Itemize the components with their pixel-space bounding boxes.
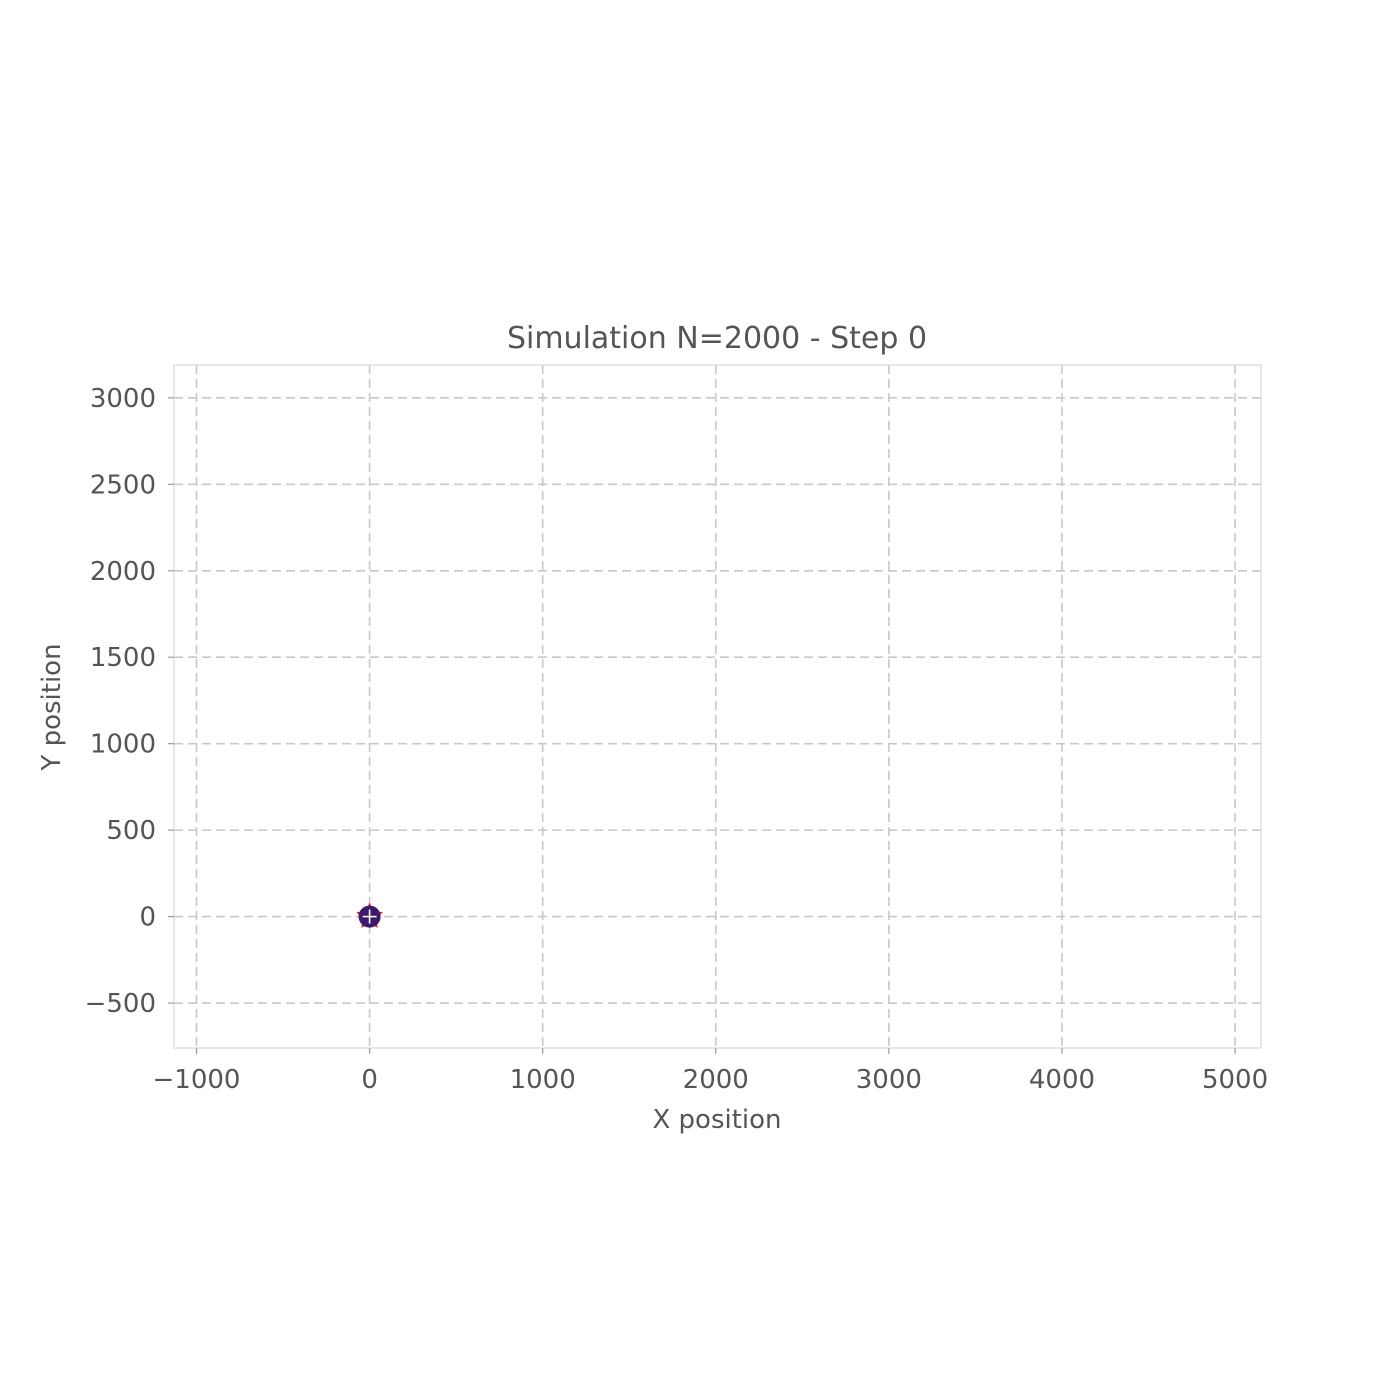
y-tick-label: 3000 [90,384,156,414]
x-tick-label: 0 [361,1065,378,1095]
y-tick-label: 2000 [90,557,156,587]
y-tick-label: 2500 [90,470,156,500]
y-tick-label: 1000 [90,730,156,760]
x-tick-label: −1000 [153,1065,241,1095]
x-tick-label: 1000 [510,1065,576,1095]
x-tick-label: 3000 [856,1065,922,1095]
x-axis-label: X position [652,1105,781,1135]
y-tick-label: 1500 [90,643,156,673]
chart-title: Simulation N=2000 - Step 0 [507,321,927,356]
grid [174,365,1261,1048]
y-axis-label: Y position [37,643,67,771]
plot-frame [173,364,1262,1049]
data-marks [356,902,383,928]
x-tick-label: 5000 [1202,1065,1268,1095]
ticks: −1000 0 1000 2000 3000 4000 5000 −500 0 500 1000 15… [85,384,1269,1095]
y-tick-label: −500 [85,989,156,1019]
y-tick-label: 500 [106,816,156,846]
x-tick-label: 2000 [683,1065,749,1095]
y-tick-label: 0 [139,903,156,933]
x-tick-label: 4000 [1029,1065,1095,1095]
